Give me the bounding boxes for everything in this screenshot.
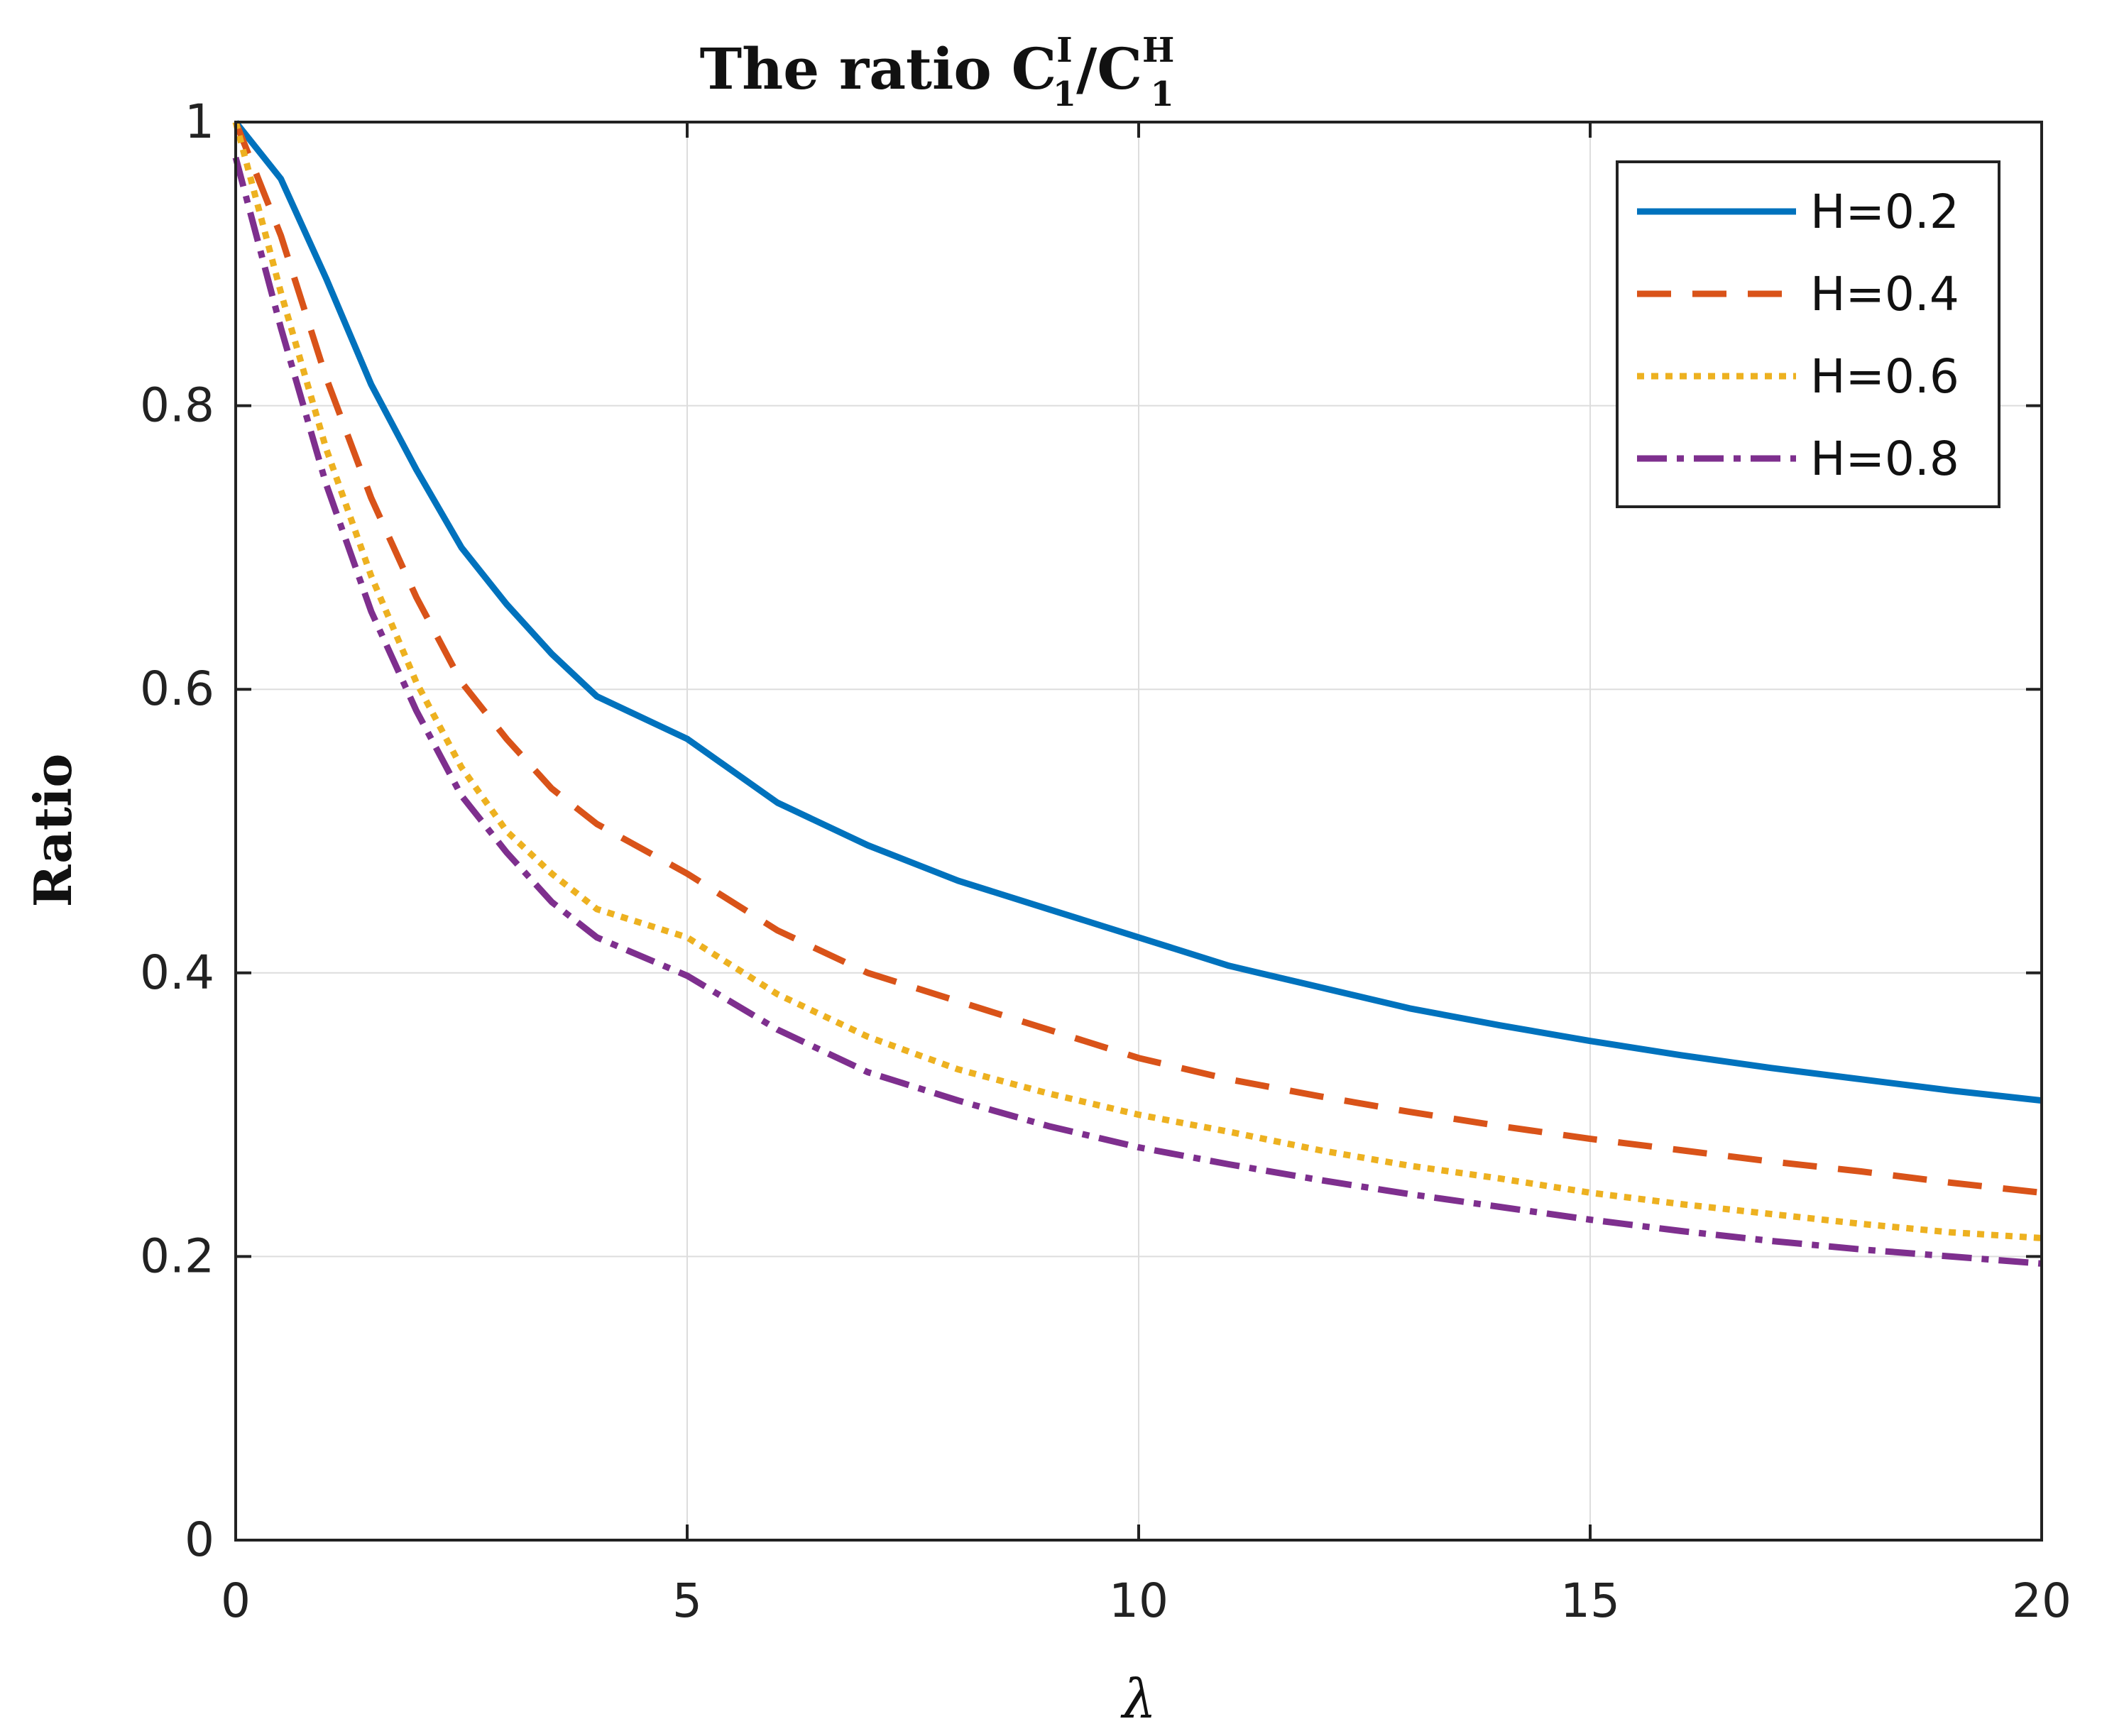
- series-line-2: [232, 121, 2042, 1196]
- legend-label-1: H=0.2: [1810, 185, 1959, 239]
- y-tick-label: 0.2: [140, 1229, 214, 1283]
- x-tick-label: 10: [1109, 1573, 1168, 1628]
- series-line-4: [232, 156, 2042, 1267]
- x-tick-label: 5: [672, 1573, 702, 1628]
- y-tick-label: 1: [185, 94, 214, 149]
- y-axis-label: Ratio: [23, 754, 83, 908]
- x-axis-label: λ: [1120, 1667, 1156, 1730]
- series-line-3: [232, 121, 2042, 1241]
- y-tick-label: 0.8: [140, 378, 214, 433]
- x-tick-label: 0: [221, 1573, 251, 1628]
- axes-frame: [234, 121, 2043, 1542]
- chart-title: The ratio CI 1/CH 1: [700, 31, 1175, 114]
- x-tick-label: 20: [2012, 1573, 2071, 1628]
- x-tick-label: 15: [1560, 1573, 1620, 1628]
- series-lines: [232, 120, 2042, 1267]
- series-line-1: [233, 120, 2042, 1104]
- y-tick-label: 0: [185, 1512, 214, 1567]
- y-tick-label: 0.4: [140, 945, 214, 1000]
- grid-lines: [236, 122, 2042, 1540]
- legend-label-3: H=0.6: [1810, 349, 1959, 404]
- legend-label-2: H=0.4: [1810, 267, 1959, 322]
- legend-label-4: H=0.8: [1810, 432, 1959, 486]
- legend: H=0.2 H=0.4 H=0.6 H=0.8: [1616, 160, 2000, 508]
- legend-box: [1616, 160, 2000, 508]
- tick-labels: 0 5 10 15 20 0 0.2 0.4 0.6 0.8 1: [140, 94, 2071, 1628]
- y-tick-label: 0.6: [140, 661, 214, 716]
